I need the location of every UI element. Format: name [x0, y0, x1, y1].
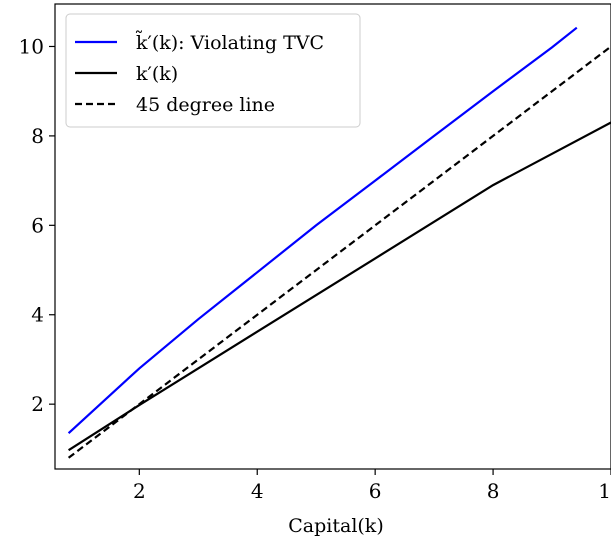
x-tick-label: 4: [251, 479, 264, 503]
k-prime-series-line: [68, 121, 611, 452]
legend-items: k̃′(k): Violating TVC k′(k) 45 degree line: [75, 31, 324, 116]
y-tick-label: 2: [31, 392, 44, 416]
violating-tvc-legend-label: k̃′(k): Violating TVC: [136, 31, 324, 54]
violating-tvc-series-line: [67, 26, 578, 435]
k-prime-legend-label: k′(k): [136, 63, 178, 85]
y-tick-label: 4: [31, 303, 44, 327]
y-tick-label: 10: [19, 34, 44, 58]
legend: k̃′(k): Violating TVC k′(k) 45 degree line: [65, 13, 361, 128]
y-tick-label: 8: [31, 124, 44, 148]
x-tick-label: 2: [133, 479, 146, 503]
x-tick-label: 8: [487, 479, 500, 503]
x-tick-label: 6: [369, 479, 382, 503]
series-layer: [67, 26, 611, 459]
y-tick-label: 6: [31, 213, 44, 237]
x-axis-label: Capital(k): [288, 515, 383, 537]
forty-five-degree-legend-label: 45 degree line: [136, 94, 275, 116]
x-tick-label: 10: [598, 479, 611, 503]
forty-five-degree-series-line: [67, 45, 611, 459]
legend-frame: [65, 13, 361, 128]
ticks-layer: 2 4 6 8 10 2 4 6 8 10: [19, 34, 611, 503]
